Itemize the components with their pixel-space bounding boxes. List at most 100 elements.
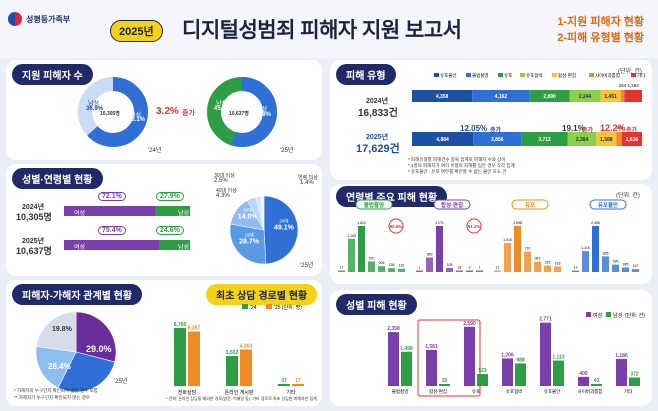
types-bar-segment (620, 90, 625, 102)
types-legend-swatch (589, 73, 594, 77)
age-type-header (589, 199, 627, 210)
age-type-bar (456, 270, 463, 272)
age-type-bar-label: 370 (369, 256, 375, 260)
types-bar-segment (472, 90, 530, 102)
age-type-bar (494, 270, 501, 272)
age-type-bar (612, 264, 619, 272)
age-type-highlight (388, 218, 404, 234)
age-type-highlight-label: 80.6% (390, 224, 403, 229)
age-type-bar (466, 270, 473, 272)
consult-bar (226, 355, 238, 386)
types-change-3-dir: 증가 (626, 128, 638, 134)
age-type-header (433, 199, 471, 210)
age-pie-label: 14.0% (238, 213, 259, 220)
types-bar-label: 264 (619, 83, 627, 88)
sex-type-category: 기타 (624, 388, 633, 395)
types-bar-segment (412, 132, 474, 146)
types-bar-label: 2,890 (543, 94, 556, 100)
sex-type-bar-label: 1,206 (501, 352, 514, 358)
age-pie-label: 28.7% (239, 238, 260, 245)
sex-type-bar-label: 1,186 (615, 353, 628, 359)
types-change-2-dir: 증가 (582, 128, 594, 134)
rel-note-1: * 가해자의 누구인지 확인되지 않은 경우 포함 (14, 388, 98, 393)
victims-donuts (78, 77, 277, 147)
sex-type-category: 유포 (472, 389, 480, 395)
types-bar-label: 1,616 (626, 137, 639, 143)
consult-category: 온라인 게시판 (225, 389, 254, 396)
types-change-1: 12.05% (460, 124, 488, 133)
age-type-bar (514, 226, 521, 272)
age-type-bar (544, 265, 551, 272)
age-type-bar (554, 266, 561, 272)
types-note-1: * 피해유형별 피해건수 중복 집계로 피해자 수와 상이 (408, 157, 506, 162)
age-type-header (511, 199, 549, 210)
ga-male-pct-2: 24.6% (156, 226, 184, 235)
ga-male-label-2: 남성 (178, 245, 190, 251)
types-legend-label: 합성·편집 (558, 72, 576, 78)
sex-type-bar (578, 376, 589, 386)
ga-bar-2 (64, 240, 190, 250)
sex-type-bar-label: 43 (594, 378, 600, 384)
age-type-header-label: 합성·편집 (441, 201, 463, 209)
age-type-bar-label: 1 (419, 266, 421, 270)
types-bar-label: 1,284 (628, 83, 640, 88)
age-type-unit: (단위: 건) (616, 193, 640, 199)
age-type-bar-label: 2,456 (591, 221, 600, 225)
d24-male-pct: 36.9% (86, 106, 104, 112)
types-bar-label: 1,451 (604, 94, 617, 100)
sex-type-bar-label: 523 (478, 368, 487, 374)
types-bar-segment (596, 132, 617, 146)
sex-type-category: 유포불안 (544, 388, 561, 395)
sex-legend-f-swatch (586, 312, 591, 317)
sex-type-bar (502, 358, 513, 386)
consult-bar-label: 17 (295, 378, 301, 384)
consult-bar-label: 3,502 (226, 350, 239, 356)
relation-slice (35, 346, 77, 389)
consult-bar (292, 384, 304, 386)
age-pie-cat: 10대 (244, 231, 253, 238)
types-legend-swatch (552, 73, 557, 77)
pie-outer-1: 30대 이상 (214, 173, 235, 179)
sex-type-bar (553, 360, 564, 386)
sex-type-category: 사이버괴롭힘 (578, 388, 603, 395)
sex-type-title: 성별 피해 현황 (336, 294, 417, 315)
victims-change-label: 증가 (182, 110, 195, 117)
sex-type-bar (591, 384, 602, 386)
pie-outer-2: 2.5% (214, 178, 228, 184)
sex-type-bar (515, 363, 526, 386)
age-type-bar-label: 1,010 (503, 238, 512, 242)
consult-legend-25-swatch (266, 304, 272, 309)
sex-legend-m-swatch (606, 312, 611, 317)
consult-legend-24-swatch (242, 304, 248, 309)
age-pie-label: 49.1% (274, 224, 295, 231)
relation-card: 피해자-가해자 관계별 현황 최초 상담 경로별 현황 29.0% 28.4% … (6, 280, 322, 406)
age-type-bar-label: 12 (496, 266, 500, 270)
rel-pct-3: 19.8% (52, 326, 72, 333)
age-type-bar (358, 226, 365, 272)
consult-bar-label: 4,263 (240, 343, 253, 349)
types-bar-segment (569, 90, 601, 102)
d24-female-label: 여성 (130, 113, 142, 119)
types-bar-label: 4,884 (436, 137, 449, 143)
age-type-bar-label: 369 (427, 253, 433, 257)
consult-legend-25: '25 (단위: 명) (274, 304, 302, 311)
age-type-bar (504, 242, 511, 272)
d24-year: '24년 (148, 148, 162, 154)
ga-female-pct-1: 72.1% (98, 192, 126, 201)
rel-note-2: ** 가해자가 누구인지 확인되지 않는 경우 (14, 395, 90, 400)
types-note-2: * 1명의 피해자가 여러 유형의 피해를 입은 경우 각각 집계 (408, 163, 515, 168)
age-type-bar-label: 17 (340, 266, 344, 270)
types-2025-year: 2025년 (366, 134, 389, 141)
donut-2025-female (207, 77, 277, 147)
types-bar-segment (412, 90, 473, 102)
sex-type-category: 합성·편집 (429, 388, 447, 394)
age-pie-cat: 20대 (279, 217, 288, 224)
ga-year-1: 2024년 (22, 204, 45, 211)
age-type-bar (348, 238, 355, 272)
sex-type-card: 성별 피해 현황 여성 남성 (단위: 건) 2,358 1,498 불법촬영 1,5… (330, 290, 652, 406)
sex-type-category: 불법촬영 (392, 388, 409, 395)
types-bar-segment (529, 90, 570, 102)
age-type-bar (602, 256, 609, 272)
victims-change-pct: 3.2% (156, 106, 179, 117)
age-type-bar (338, 270, 345, 272)
